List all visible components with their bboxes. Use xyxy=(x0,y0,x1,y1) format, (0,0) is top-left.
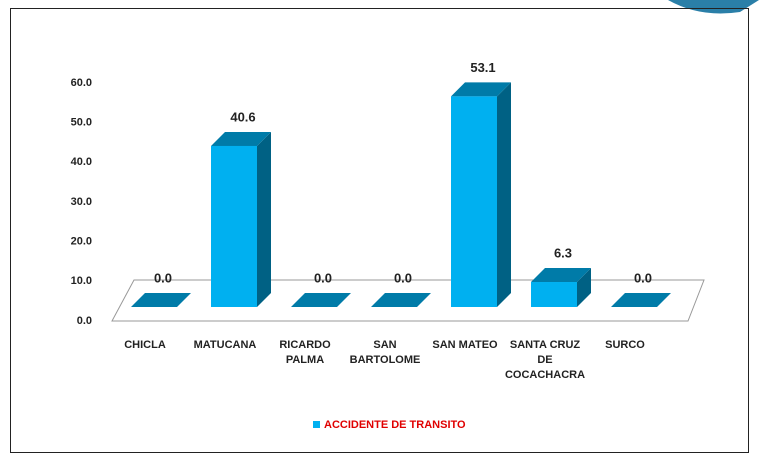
value-label: 0.0 xyxy=(394,270,412,285)
y-tick-label: 30.0 xyxy=(71,196,92,208)
x-tick-label: CHICLA xyxy=(124,339,166,351)
x-tick-label: SURCO xyxy=(605,339,645,351)
x-tick-label: RICARDO xyxy=(279,339,331,351)
bar xyxy=(451,96,497,308)
value-label: 0.0 xyxy=(154,270,172,285)
x-tick-label: SAN MATEO xyxy=(432,339,498,351)
x-tick-label: COCACHACRA xyxy=(505,369,585,381)
bar-top xyxy=(291,293,351,307)
y-tick-label: 50.0 xyxy=(71,117,92,129)
x-tick-label: SAN xyxy=(373,339,396,351)
chart-frame xyxy=(10,8,749,453)
value-label: 6.3 xyxy=(554,245,572,260)
y-tick-label: 60.0 xyxy=(71,77,92,89)
bar-side xyxy=(577,268,591,307)
x-tick-label: PALMA xyxy=(286,354,324,366)
bar-top xyxy=(611,293,671,307)
x-tick-label: SANTA CRUZ xyxy=(510,339,581,351)
corner-decoration xyxy=(668,0,759,14)
y-tick-label: 20.0 xyxy=(71,236,92,248)
value-label: 40.6 xyxy=(230,109,255,124)
value-label: 0.0 xyxy=(634,270,652,285)
bar-top xyxy=(451,82,511,97)
x-tick-label: BARTOLOME xyxy=(350,354,421,366)
x-tick-label: MATUCANA xyxy=(194,339,257,351)
legend-swatch xyxy=(313,421,320,428)
bar-top xyxy=(371,293,431,307)
bar-top xyxy=(131,293,191,307)
legend-label: ACCIDENTE DE TRANSITO xyxy=(324,419,466,431)
y-tick-label: 0.0 xyxy=(77,315,92,327)
value-label: 0.0 xyxy=(314,270,332,285)
bar xyxy=(211,145,257,307)
bar-top xyxy=(531,268,591,283)
y-tick-label: 10.0 xyxy=(71,275,92,287)
x-tick-label: DE xyxy=(537,354,552,366)
bar-side xyxy=(257,131,271,307)
value-label: 53.1 xyxy=(470,60,495,75)
y-tick-label: 40.0 xyxy=(71,156,92,168)
bar-top xyxy=(211,131,271,146)
bar xyxy=(531,282,577,307)
bar-side xyxy=(497,82,511,308)
